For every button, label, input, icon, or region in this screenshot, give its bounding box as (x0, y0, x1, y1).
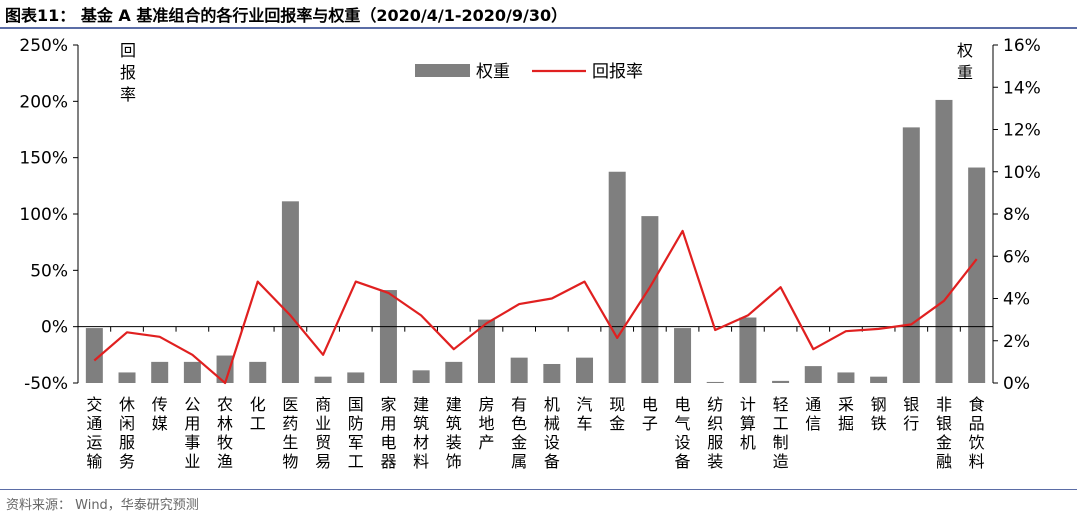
left-tick-label: 250% (19, 36, 68, 56)
bar-食品饮料 (968, 167, 986, 383)
bar-化工 (249, 361, 267, 383)
bar-交通运输 (85, 328, 103, 383)
right-tick-label: 4% (1003, 290, 1030, 310)
x-tick-label: 有色金属 (511, 395, 527, 471)
bar-轻工制造 (772, 380, 790, 383)
return-line (93, 229, 978, 385)
bar-汽车 (576, 357, 594, 383)
x-tick-label: 计算机 (740, 395, 756, 452)
bar-国防军工 (347, 372, 365, 383)
bottom-rule (0, 489, 1077, 490)
x-tick-label: 钢铁 (871, 395, 887, 433)
x-tick-label: 房地产 (478, 395, 494, 452)
x-tick-label: 医药生物 (282, 395, 298, 471)
x-tick-label: 非银金融 (936, 395, 952, 471)
bar-农林牧渔 (216, 355, 234, 383)
right-tick-label: 10% (1003, 163, 1041, 183)
x-tick-label: 家用电器 (380, 395, 396, 471)
x-tick-label: 汽车 (577, 395, 593, 433)
x-tick-label: 农林牧渔 (217, 395, 233, 471)
left-tick-label: -50% (24, 374, 68, 394)
left-tick-label: 100% (19, 205, 68, 225)
bar-机械设备 (543, 363, 561, 383)
bar-银行 (902, 127, 920, 383)
bar-传媒 (151, 361, 169, 383)
title-rule (0, 27, 1077, 29)
x-tick-label: 传媒 (152, 395, 168, 433)
right-tick-label: 2% (1003, 332, 1030, 352)
x-tick-label: 银行 (903, 395, 919, 433)
bar-钢铁 (870, 376, 888, 383)
bar-有色金属 (510, 357, 528, 383)
right-axis-title: 权重 (957, 41, 973, 82)
x-tick-label: 公用事业 (184, 395, 200, 471)
bar-建筑装饰 (445, 361, 463, 383)
x-tick-label: 建筑装饰 (446, 395, 462, 471)
bar-电气设备 (674, 328, 692, 383)
right-tick-label: 8% (1003, 205, 1030, 225)
left-tick-label: 50% (30, 261, 68, 281)
bar-纺织服装 (706, 381, 724, 383)
bar-医药生物 (281, 201, 299, 383)
right-tick-label: 14% (1003, 78, 1041, 98)
bar-现金 (608, 171, 626, 383)
x-tick-label: 建筑材料 (413, 395, 429, 471)
bar-通信 (804, 366, 822, 383)
legend-swatch-weight (415, 64, 470, 77)
legend-label-return: 回报率 (592, 62, 643, 82)
x-tick-label: 化工 (250, 395, 266, 433)
x-tick-label: 电气设备 (675, 395, 691, 471)
x-tick-label: 休闲服务 (119, 395, 135, 471)
bar-非银金融 (935, 99, 953, 384)
left-tick-label: 0% (41, 318, 68, 338)
bar-采掘 (837, 372, 855, 383)
chart-title: 图表11： 基金 A 基准组合的各行业回报率与权重（2020/4/1-2020/… (5, 6, 568, 25)
x-tick-label: 电子 (642, 395, 658, 433)
x-tick-label: 国防军工 (348, 395, 364, 471)
x-tick-label: 通信 (805, 395, 821, 433)
x-tick-label: 机械设备 (544, 395, 560, 471)
right-tick-label: 6% (1003, 247, 1030, 267)
x-tick-label: 现金 (609, 395, 625, 433)
bar-商业贸易 (314, 376, 332, 383)
x-tick-label: 商业贸易 (315, 395, 331, 471)
x-tick-label: 采掘 (838, 395, 854, 433)
bar-电子 (641, 216, 659, 383)
legend-label-weight: 权重 (476, 62, 510, 82)
bar-休闲服务 (118, 372, 136, 383)
bar-公用事业 (183, 361, 201, 383)
right-tick-label: 16% (1003, 36, 1041, 56)
left-tick-label: 200% (19, 92, 68, 112)
left-axis-title: 回报率 (120, 41, 136, 104)
bar-房地产 (477, 319, 495, 383)
x-tick-label: 纺织服装 (707, 395, 723, 471)
x-tick-label: 轻工制造 (773, 395, 789, 471)
right-tick-label: 12% (1003, 121, 1041, 141)
right-tick-label: 0% (1003, 374, 1030, 394)
source-note: 资料来源： Wind，华泰研究预测 (6, 498, 199, 513)
x-tick-label: 交通运输 (86, 395, 102, 471)
left-tick-label: 150% (19, 149, 68, 169)
bar-建筑材料 (412, 370, 430, 383)
bar-计算机 (739, 317, 757, 383)
bar-家用电器 (379, 290, 397, 383)
x-tick-label: 食品饮料 (969, 395, 985, 471)
